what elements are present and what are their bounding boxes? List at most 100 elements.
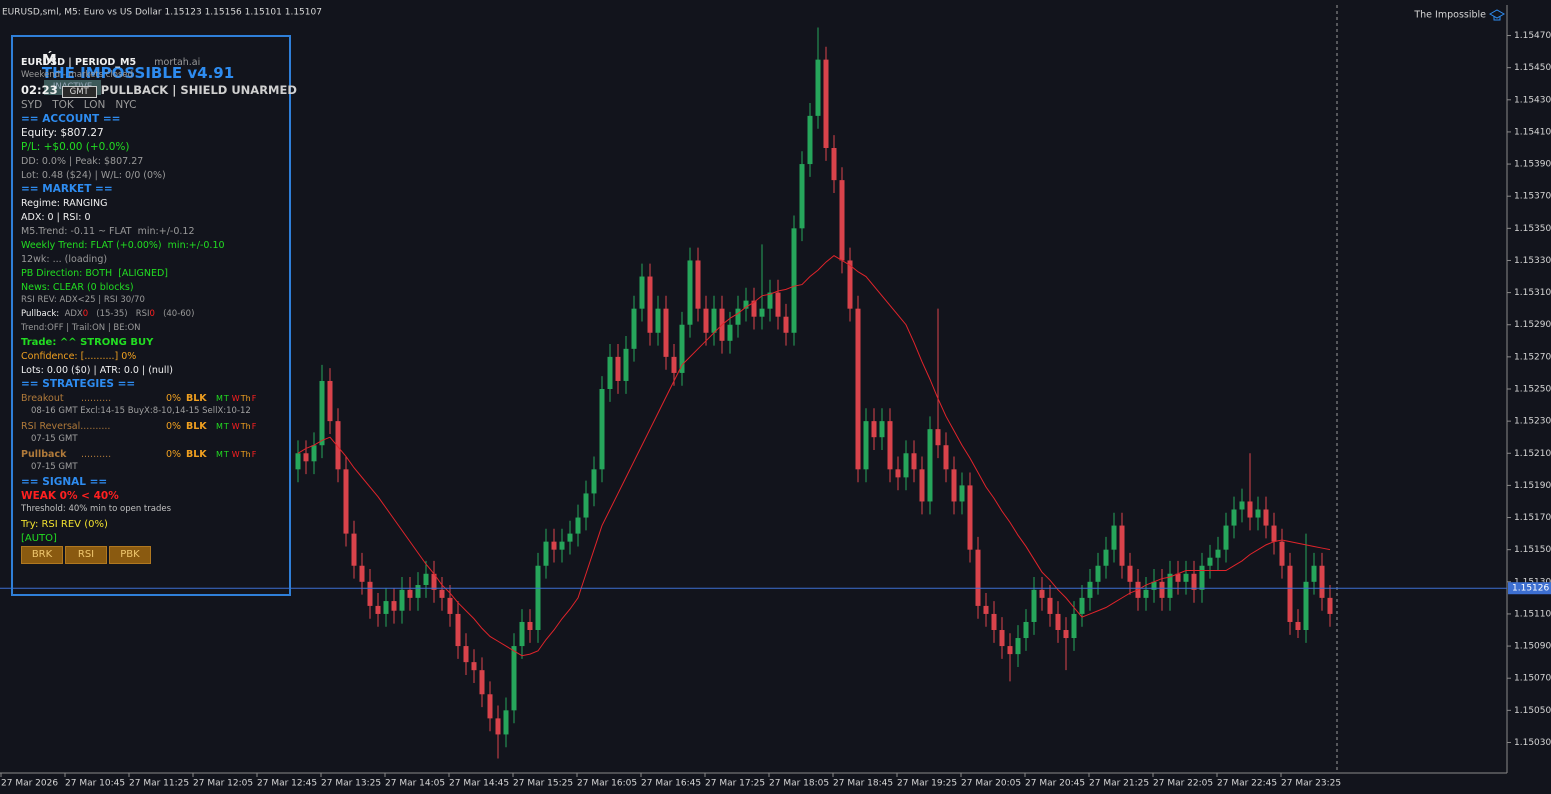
section-heading: == ACCOUNT ==	[21, 113, 121, 125]
candle-body	[711, 308, 717, 333]
candle-body	[415, 585, 421, 598]
sessions-row: SYD TOK LON NYC	[21, 99, 136, 112]
day: M	[216, 394, 223, 403]
try: Try: RSI REV (0%)	[21, 519, 108, 530]
candle-body	[519, 621, 525, 647]
strategy-name: RSI Reversal..........	[21, 421, 111, 432]
y-tick-label: 1.15030	[1514, 738, 1551, 748]
candle-body	[759, 308, 765, 317]
candle-body	[375, 605, 381, 614]
y-tick-label: 1.15310	[1514, 288, 1551, 298]
candle-body	[1151, 581, 1157, 590]
candle-body	[1295, 621, 1301, 631]
value: 0	[82, 309, 89, 319]
day: M	[216, 450, 223, 459]
candle-body	[855, 308, 861, 470]
candle-body	[359, 565, 365, 582]
day: F	[251, 394, 257, 403]
x-tick-label: 27 Mar 21:25	[1089, 779, 1149, 789]
candle-body	[447, 597, 453, 614]
button[interactable]: RSI	[65, 546, 107, 564]
strategy-dots: ..........	[81, 393, 112, 404]
x-tick-label: 27 Mar 14:05	[385, 779, 445, 789]
section-heading: == SIGNAL ==	[21, 476, 108, 488]
day: T	[223, 450, 229, 459]
drawdown: DD: 0.0% | Peak: $807.27	[21, 156, 144, 167]
candle-body	[983, 605, 989, 614]
label: RSI	[135, 309, 150, 319]
candle-body	[1103, 549, 1109, 566]
day: F	[251, 450, 257, 459]
candle-body	[735, 308, 741, 325]
x-tick-label: 27 Mar 13:25	[321, 779, 381, 789]
value: 0	[149, 309, 155, 319]
strategy-pct: 0%	[166, 421, 182, 432]
candle-body	[455, 613, 461, 647]
m5-trend: M5.Trend: -0.11 ~ FLAT min:+/-0.12	[21, 226, 195, 237]
signal-strength: WEAK 0% < 40%	[21, 490, 119, 502]
candle-body	[1183, 573, 1189, 582]
y-tick-label: 1.15370	[1514, 192, 1551, 202]
strategy-state: BLK	[186, 393, 207, 404]
x-tick-label: 27 Mar 16:45	[641, 779, 701, 789]
candle-body	[367, 581, 373, 606]
candle-body	[767, 292, 773, 309]
x-tick-label: 27 Mar 22:05	[1153, 779, 1213, 789]
strategy-dots: ..........	[81, 449, 112, 460]
candle-body	[1319, 565, 1325, 598]
candle-body	[1247, 501, 1253, 518]
rsi-rev: RSI REV: ADX<25 | RSI 30/70	[21, 295, 145, 305]
strategy-days: MT WThF	[216, 420, 257, 433]
trend-settings: Trend:OFF | Trail:ON | BE:ON	[21, 323, 141, 333]
button[interactable]: PBK	[109, 546, 151, 564]
candle-body	[327, 380, 333, 422]
day: Th	[240, 422, 251, 431]
panel-title: THE IMPOSSIBLE v4.91	[41, 64, 235, 82]
x-tick-label: 27 Mar 14:45	[449, 779, 509, 789]
x-tick-label: 27 Mar 12:45	[257, 779, 317, 789]
strategy-row: Breakout.......... 0% BLK MT WThF	[21, 392, 256, 405]
y-tick-label: 1.15110	[1514, 609, 1551, 619]
label: (40-60)	[163, 309, 195, 319]
session: SYD	[21, 99, 43, 111]
candle-body	[871, 421, 877, 438]
button[interactable]: BRK	[21, 546, 63, 564]
candle-body	[1015, 638, 1021, 655]
candle-body	[583, 493, 589, 518]
equity: Equity: $807.27	[21, 127, 104, 139]
symbol-row: EURUSD | PERIOD_M5 mortah.ai	[21, 56, 200, 69]
brand: mortah.ai	[154, 57, 201, 68]
candle-body	[1191, 573, 1197, 590]
candle-body	[487, 694, 493, 719]
x-tick-label: 27 Mar 18:05	[769, 779, 829, 789]
strategy-state: BLK	[186, 449, 207, 460]
candle-body	[1095, 565, 1101, 582]
candle-body	[1311, 565, 1317, 582]
candle-body	[1215, 549, 1221, 558]
candle-body	[951, 469, 957, 502]
strategy-hours: 07-15 GMT	[31, 462, 78, 472]
y-tick-label: 1.15090	[1514, 642, 1551, 652]
candle-body	[431, 573, 437, 590]
candle-body	[1327, 597, 1333, 614]
candle-body	[1143, 589, 1149, 598]
y-tick-label: 1.15190	[1514, 481, 1551, 491]
y-tick-label: 1.15330	[1514, 256, 1551, 266]
lot: Lot: 0.48 ($24) | W/L: 0/0 (0%)	[21, 170, 166, 181]
pl: P/L: +$0.00 (+0.0%)	[21, 141, 130, 153]
candle-body	[1167, 573, 1173, 598]
pb-direction: PB Direction: BOTH [ALIGNED]	[21, 268, 169, 279]
candle-body	[631, 308, 637, 349]
session: LON	[83, 99, 106, 111]
candle-body	[591, 469, 597, 494]
x-tick-label: 27 Mar 2026	[1, 779, 58, 789]
candle-body	[751, 300, 757, 317]
candle-body	[575, 517, 581, 534]
candle-body	[479, 670, 485, 695]
strategy-days: MT WThF	[216, 392, 257, 405]
section-heading: == STRATEGIES ==	[21, 378, 136, 390]
y-tick-label: 1.15150	[1514, 545, 1551, 555]
candle-body	[1031, 589, 1037, 622]
